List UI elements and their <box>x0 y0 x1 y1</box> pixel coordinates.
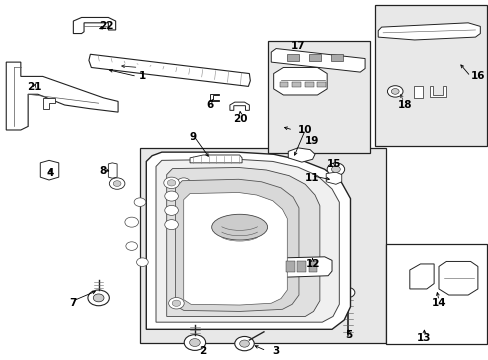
Circle shape <box>164 205 178 215</box>
Circle shape <box>386 86 402 97</box>
Bar <box>304 82 313 87</box>
Text: 12: 12 <box>305 259 319 269</box>
Text: 18: 18 <box>397 100 411 110</box>
Bar <box>291 82 300 87</box>
Text: 13: 13 <box>416 333 431 343</box>
Circle shape <box>341 288 354 297</box>
Bar <box>140 148 385 342</box>
Polygon shape <box>287 148 314 162</box>
Polygon shape <box>438 261 477 295</box>
Circle shape <box>231 276 245 287</box>
Polygon shape <box>73 18 116 33</box>
Circle shape <box>177 178 190 188</box>
Polygon shape <box>175 179 298 311</box>
Text: 3: 3 <box>272 346 279 356</box>
Text: 6: 6 <box>206 100 214 110</box>
Circle shape <box>109 178 124 189</box>
Text: 10: 10 <box>297 125 312 135</box>
Text: 8: 8 <box>100 166 107 176</box>
Circle shape <box>164 191 178 201</box>
Polygon shape <box>40 160 59 180</box>
Circle shape <box>88 290 109 306</box>
Circle shape <box>390 89 398 94</box>
Polygon shape <box>271 49 365 72</box>
Circle shape <box>326 163 344 176</box>
Text: 2: 2 <box>199 346 206 356</box>
Polygon shape <box>413 86 423 98</box>
Polygon shape <box>229 102 249 111</box>
Text: 17: 17 <box>290 41 305 51</box>
Bar <box>308 261 317 272</box>
Circle shape <box>136 258 148 266</box>
Bar <box>285 261 294 272</box>
Circle shape <box>163 177 179 189</box>
Bar <box>296 261 305 272</box>
Bar <box>308 54 320 62</box>
Polygon shape <box>273 67 326 95</box>
Text: 7: 7 <box>69 298 77 308</box>
Text: 1: 1 <box>139 71 146 81</box>
Polygon shape <box>89 54 250 86</box>
Bar <box>374 5 486 146</box>
Circle shape <box>234 337 254 351</box>
Bar <box>385 244 486 344</box>
Circle shape <box>134 198 145 206</box>
Text: 11: 11 <box>304 173 318 183</box>
Polygon shape <box>409 264 433 289</box>
Polygon shape <box>146 152 350 329</box>
Circle shape <box>189 339 200 346</box>
Bar <box>250 287 261 295</box>
Polygon shape <box>166 167 319 316</box>
Bar <box>279 82 287 87</box>
Bar <box>330 54 342 62</box>
Text: 20: 20 <box>233 113 247 123</box>
Circle shape <box>113 181 121 186</box>
Polygon shape <box>429 86 445 97</box>
Circle shape <box>164 220 178 230</box>
Text: 21: 21 <box>27 82 41 92</box>
Circle shape <box>167 180 176 186</box>
Circle shape <box>250 287 262 296</box>
Text: 19: 19 <box>304 136 318 147</box>
Ellipse shape <box>211 214 267 240</box>
Circle shape <box>331 166 340 172</box>
Bar <box>286 54 298 62</box>
Circle shape <box>239 340 249 347</box>
Polygon shape <box>377 23 479 40</box>
Circle shape <box>93 294 104 302</box>
Polygon shape <box>6 62 118 130</box>
Text: 9: 9 <box>189 132 197 142</box>
Polygon shape <box>325 172 341 184</box>
Polygon shape <box>279 257 331 277</box>
Polygon shape <box>108 163 117 178</box>
Text: 4: 4 <box>46 168 54 178</box>
Polygon shape <box>42 98 55 109</box>
Text: 16: 16 <box>469 71 484 81</box>
Circle shape <box>172 300 181 306</box>
Bar <box>228 279 242 289</box>
Polygon shape <box>183 193 287 305</box>
Bar <box>267 41 369 153</box>
Text: 22: 22 <box>99 21 113 31</box>
Circle shape <box>168 297 184 309</box>
Polygon shape <box>210 94 219 102</box>
Circle shape <box>184 335 205 350</box>
Bar <box>317 82 325 87</box>
Text: 14: 14 <box>431 298 446 308</box>
Polygon shape <box>156 159 339 322</box>
Polygon shape <box>190 155 242 163</box>
Text: 15: 15 <box>326 159 341 169</box>
Circle shape <box>124 217 138 227</box>
Circle shape <box>125 242 137 250</box>
Text: 5: 5 <box>345 330 352 341</box>
